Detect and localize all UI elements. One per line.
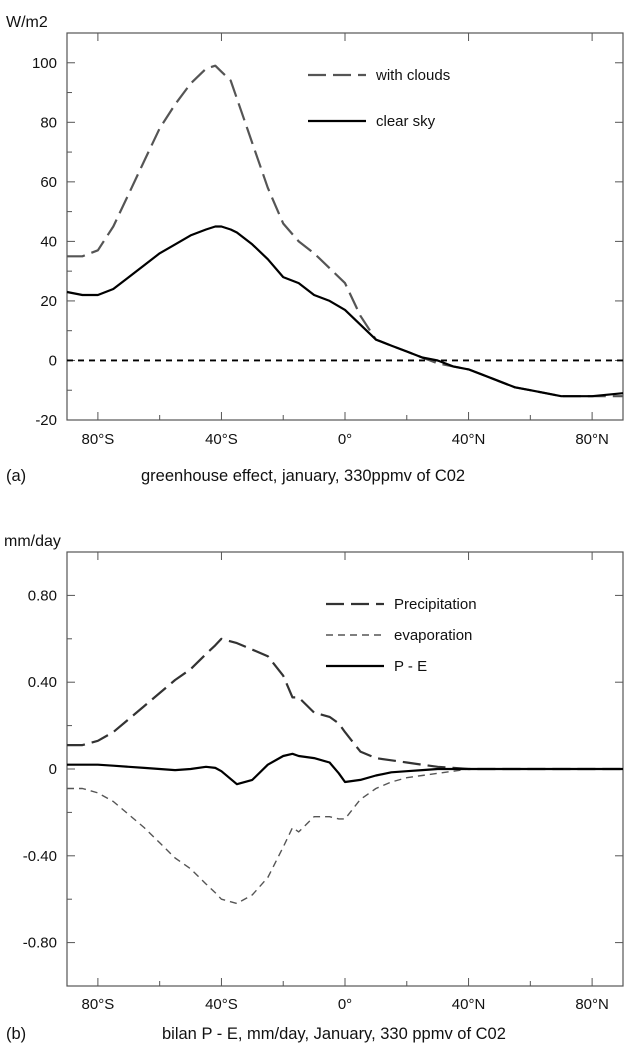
x-tick-label: 40°S — [205, 996, 238, 1013]
y-tick-label: -0.40 — [23, 848, 57, 865]
y-tick-label: 80 — [40, 114, 57, 131]
y-axis: 0.80 0.40 0 -0.40 -0.80 — [23, 587, 623, 952]
y-tick-label: 100 — [32, 55, 57, 72]
x-tick-label: 80°N — [575, 996, 609, 1013]
y-tick-label: 60 — [40, 174, 57, 191]
legend: Precipitation evaporation P - E — [326, 596, 477, 675]
x-tick-label: 40°N — [452, 996, 486, 1013]
series-line-evaporation — [67, 768, 623, 905]
y-tick-label: 40 — [40, 233, 57, 250]
x-tick-label: 0° — [338, 431, 352, 448]
x-tick-label: 80°S — [82, 996, 115, 1013]
series-line-clear-sky — [66, 225, 624, 398]
x-axis: 80°S 40°S 0° 40°N 80°N — [82, 33, 609, 448]
y-tick-label: 20 — [40, 293, 57, 310]
y-unit-label: mm/day — [4, 533, 61, 550]
x-tick-label: 40°N — [452, 431, 486, 448]
series-line-p-e — [67, 752, 623, 786]
x-axis: 80°S 40°S 0° 40°N 80°N — [82, 552, 609, 1013]
plot-frame — [66, 32, 624, 421]
series-group — [67, 637, 623, 905]
x-tick-label: 80°S — [82, 431, 115, 448]
y-axis: 100 80 60 40 20 0 -20 — [32, 55, 623, 429]
panel-b: 0.80 0.40 0 -0.40 -0.80 80°S 40°S 0° 40°N 80°N P… — [4, 533, 624, 1043]
x-tick-label: 0° — [338, 996, 352, 1013]
legend-label: P - E — [394, 658, 427, 675]
legend-label: evaporation — [394, 627, 472, 644]
y-unit-label: W/m2 — [6, 14, 48, 31]
series-line-precipitation — [67, 637, 623, 771]
legend-label: with clouds — [375, 67, 450, 84]
panel-letter: (a) — [6, 467, 26, 485]
x-tick-label: 80°N — [575, 431, 609, 448]
chart-caption: greenhouse effect, january, 330ppmv of C… — [141, 467, 465, 485]
panel-a: 100 80 60 40 20 0 -20 80°S 40°S 0° 40°N 80°N with … — [6, 14, 624, 485]
legend-label: clear sky — [376, 113, 436, 130]
legend: with clouds clear sky — [308, 67, 450, 130]
y-tick-label: 0.40 — [28, 674, 57, 691]
y-tick-label: 0 — [49, 352, 57, 369]
legend-label: Precipitation — [394, 596, 477, 613]
series-line-with-clouds — [67, 64, 623, 398]
y-tick-label: 0 — [49, 761, 57, 778]
y-tick-label: -20 — [35, 412, 57, 429]
x-tick-label: 40°S — [205, 431, 238, 448]
y-tick-label: 0.80 — [28, 587, 57, 604]
y-tick-label: -0.80 — [23, 935, 57, 952]
panel-letter: (b) — [6, 1025, 26, 1043]
series-group — [66, 64, 624, 398]
chart-caption: bilan P - E, mm/day, January, 330 ppmv o… — [162, 1025, 506, 1043]
